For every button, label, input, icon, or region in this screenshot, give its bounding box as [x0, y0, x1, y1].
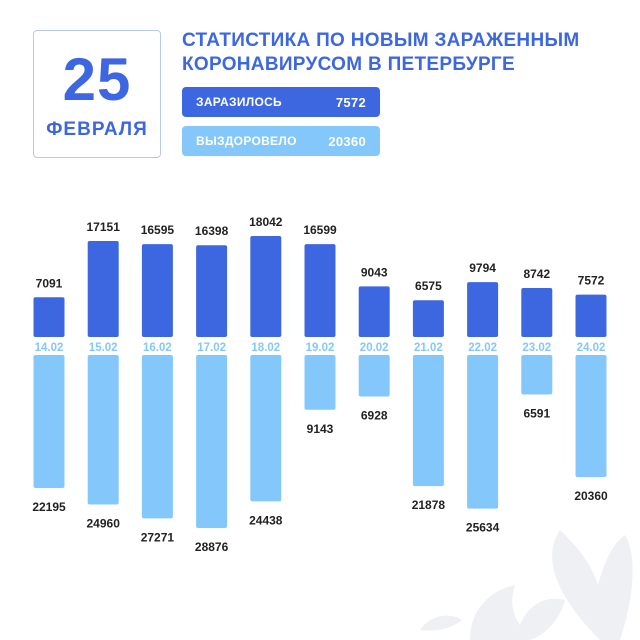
- date-label-14.02: 14.02: [35, 342, 64, 354]
- bar-recovered-22.02: [467, 355, 499, 509]
- value-label-infected-15.02: 17151: [87, 220, 121, 234]
- date-label-20.02: 20.02: [360, 342, 389, 354]
- date-label-19.02: 19.02: [306, 342, 335, 354]
- bar-infected-17.02: [196, 245, 228, 337]
- value-label-infected-23.02: 8742: [523, 267, 550, 281]
- legend-recovered-label: ВЫЗДОРОВЕЛО: [196, 134, 297, 148]
- date-label-23.02: 23.02: [522, 342, 551, 354]
- bar-recovered-18.02: [250, 355, 282, 502]
- value-label-recovered-18.02: 24438: [249, 513, 283, 527]
- date-day: 25: [62, 46, 132, 113]
- bar-infected-21.02: [412, 300, 444, 337]
- bar-recovered-20.02: [358, 355, 390, 397]
- date-label-16.02: 16.02: [143, 342, 172, 354]
- value-label-infected-16.02: 16595: [141, 223, 175, 237]
- value-label-recovered-19.02: 9143: [307, 422, 334, 436]
- bar-recovered-24.02: [575, 355, 607, 477]
- date-label-15.02: 15.02: [89, 342, 118, 354]
- legend-infected-value: 7572: [335, 94, 366, 110]
- value-label-recovered-24.02: 20360: [574, 489, 608, 503]
- page-title: СТАТИСТИКА ПО НОВЫМ ЗАРАЖЕННЫМ КОРОНАВИР…: [182, 29, 622, 77]
- date-month: ФЕВРАЛЯ: [46, 119, 148, 140]
- bar-infected-19.02: [304, 244, 336, 337]
- value-label-recovered-15.02: 24960: [87, 517, 121, 531]
- bar-infected-22.02: [467, 282, 499, 337]
- bar-infected-20.02: [358, 286, 390, 337]
- bar-recovered-23.02: [521, 355, 553, 395]
- date-label-21.02: 21.02: [414, 342, 443, 354]
- title-line-2: КОРОНАВИРУСОМ В ПЕТЕРБУРГЕ: [182, 54, 515, 75]
- value-label-recovered-17.02: 28876: [195, 540, 229, 554]
- bar-recovered-15.02: [87, 355, 119, 505]
- value-label-recovered-16.02: 27271: [141, 530, 175, 544]
- bar-infected-16.02: [141, 244, 173, 337]
- value-label-infected-19.02: 16599: [303, 223, 337, 237]
- bar-recovered-17.02: [196, 355, 228, 528]
- value-label-recovered-14.02: 22195: [32, 500, 66, 514]
- value-label-infected-20.02: 9043: [361, 265, 388, 279]
- value-label-infected-18.02: 18042: [249, 215, 283, 229]
- date-label-22.02: 22.02: [468, 342, 497, 354]
- value-label-recovered-23.02: 6591: [523, 406, 550, 420]
- legend-infected: ЗАРАЗИЛОСЬ 7572: [182, 87, 380, 117]
- bar-infected-23.02: [521, 288, 553, 337]
- bar-recovered-21.02: [412, 355, 444, 487]
- value-label-infected-24.02: 7572: [578, 274, 605, 288]
- date-label-24.02: 24.02: [577, 342, 606, 354]
- value-label-recovered-20.02: 6928: [361, 409, 388, 423]
- value-label-infected-14.02: 7091: [36, 276, 63, 290]
- value-label-infected-17.02: 16398: [195, 224, 229, 238]
- bar-recovered-19.02: [304, 355, 336, 410]
- value-label-recovered-22.02: 25634: [466, 521, 500, 535]
- bar-infected-14.02: [33, 297, 65, 337]
- value-label-infected-21.02: 6575: [415, 279, 442, 293]
- title-line-1: СТАТИСТИКА ПО НОВЫМ ЗАРАЖЕННЫМ: [182, 30, 580, 51]
- date-label-17.02: 17.02: [197, 342, 226, 354]
- bar-infected-15.02: [87, 240, 119, 337]
- bar-infected-24.02: [575, 294, 607, 337]
- date-label-18.02: 18.02: [251, 342, 280, 354]
- legend-recovered: ВЫЗДОРОВЕЛО 20360: [182, 126, 380, 156]
- date-box: 25 ФЕВРАЛЯ: [33, 30, 161, 158]
- value-label-infected-22.02: 9794: [469, 261, 496, 275]
- bar-recovered-16.02: [141, 355, 173, 519]
- bar-infected-18.02: [250, 236, 282, 337]
- value-label-recovered-21.02: 21878: [412, 498, 446, 512]
- legend-recovered-value: 20360: [328, 133, 366, 149]
- bar-recovered-14.02: [33, 355, 65, 488]
- legend-infected-label: ЗАРАЗИЛОСЬ: [196, 95, 282, 109]
